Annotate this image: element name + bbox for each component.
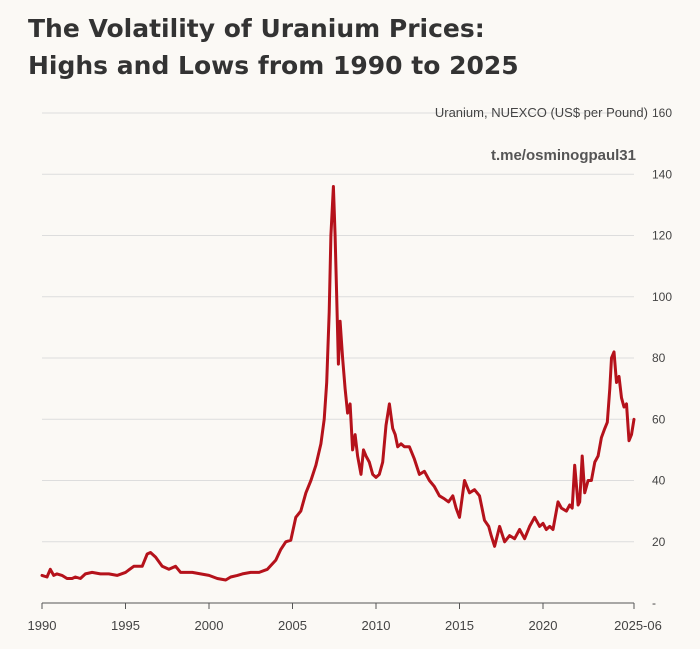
- x-axis: 1990 1995 2000 2005 2010 2015 2020 2025-06: [28, 602, 662, 633]
- uranium-price-line: [40, 185, 636, 582]
- y-tick-label: 80: [652, 351, 666, 365]
- y-tick-label: 160: [652, 106, 672, 120]
- x-tick-label: 1995: [111, 618, 140, 633]
- series-group: [40, 185, 636, 582]
- x-tick-label: 2010: [362, 618, 391, 633]
- chart-title-line1: The Volatility of Uranium Prices:: [28, 14, 485, 43]
- x-tick-label: 2000: [195, 618, 224, 633]
- x-tick-label: 2025-06: [614, 618, 662, 633]
- chart-title: The Volatility of Uranium Prices: Highs …: [28, 10, 668, 84]
- x-tick-label: 2015: [445, 618, 474, 633]
- series-label: Uranium, NUEXCO (US$ per Pound): [435, 105, 648, 120]
- y-tick-label: 120: [652, 229, 672, 243]
- y-tick-label: 140: [652, 167, 672, 181]
- y-tick-label: 40: [652, 474, 666, 488]
- x-tick-label: 2020: [529, 618, 558, 633]
- x-tick-label: 2005: [278, 618, 307, 633]
- watermark-text: t.me/osminogpaul31: [491, 147, 636, 164]
- y-tick-label: -: [652, 596, 656, 610]
- x-tick-label: 1990: [28, 618, 57, 633]
- chart-title-line2: Highs and Lows from 1990 to 2025: [28, 51, 519, 80]
- gridlines: [42, 112, 634, 543]
- y-axis-ticks: 160 140 120 100 80 60 40 20 -: [652, 106, 672, 610]
- y-tick-label: 60: [652, 412, 666, 426]
- y-tick-label: 100: [652, 290, 672, 304]
- y-tick-label: 20: [652, 535, 666, 549]
